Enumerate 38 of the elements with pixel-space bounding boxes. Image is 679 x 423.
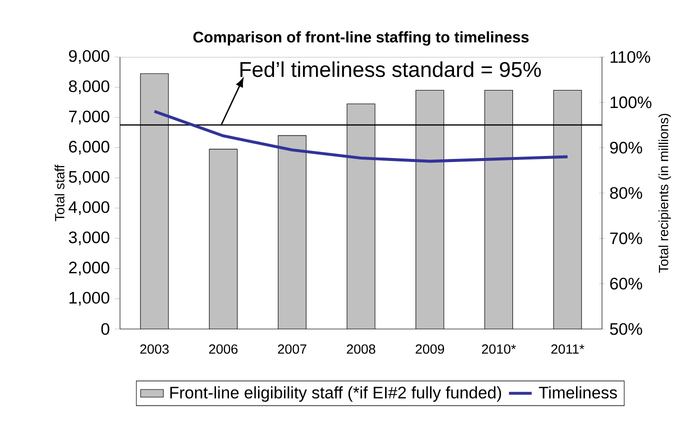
legend-label: Front-line eligibility staff (*if EI#2 fully funded) bbox=[170, 386, 502, 402]
y-tick-label: 2,000 bbox=[69, 262, 110, 276]
line-series bbox=[152, 110, 570, 163]
x-tick-label: 2009 bbox=[416, 344, 444, 354]
y-axis-title: Total staff bbox=[54, 164, 64, 222]
y-tick-label: 8,000 bbox=[68, 80, 110, 94]
x-tick-label: 2006 bbox=[209, 344, 238, 354]
x-tick-label: 2011* bbox=[551, 344, 584, 354]
y-tick-label: 0 bbox=[101, 323, 110, 335]
x-tick-label: 2003 bbox=[140, 344, 169, 354]
y-tick-label: 3,000 bbox=[68, 231, 110, 246]
bar bbox=[278, 136, 306, 329]
x-tick-label: 2010* bbox=[482, 344, 516, 354]
y-tick-label: 1,000 bbox=[70, 292, 110, 306]
y2-tick-label: 60% bbox=[610, 278, 642, 290]
y2-axis-title: Total recipients (in millions) bbox=[658, 114, 671, 273]
legend-label: Fed’l timeliness standard = 95% bbox=[240, 61, 541, 78]
bar bbox=[140, 74, 168, 329]
bar bbox=[416, 90, 444, 329]
y2-tick-label: 50% bbox=[610, 323, 642, 335]
y2-tick-label: 80% bbox=[610, 187, 642, 199]
x-tick-label: 2008 bbox=[346, 344, 376, 354]
y-tick-label: 5,000 bbox=[68, 171, 110, 185]
x-tick-label: 2007 bbox=[278, 344, 306, 354]
chart-title: Comparison of front-line staffing to timeliness bbox=[193, 31, 529, 46]
y2-tick-label: 100% bbox=[610, 96, 652, 108]
legend-label: Timeliness bbox=[538, 386, 617, 399]
y-tick-label: 4,000 bbox=[68, 201, 110, 215]
bar bbox=[347, 104, 375, 329]
y-tick-label: 6,000 bbox=[69, 140, 110, 155]
bar bbox=[553, 90, 582, 329]
y2-tick-label: 110% bbox=[610, 51, 650, 63]
bar bbox=[484, 90, 513, 329]
y2-tick-label: 90% bbox=[610, 142, 642, 154]
y-tick-label: 7,000 bbox=[69, 110, 110, 124]
bar bbox=[209, 149, 238, 329]
y2-tick-label: 70% bbox=[610, 232, 642, 244]
y-tick-label: 9,000 bbox=[69, 50, 110, 64]
